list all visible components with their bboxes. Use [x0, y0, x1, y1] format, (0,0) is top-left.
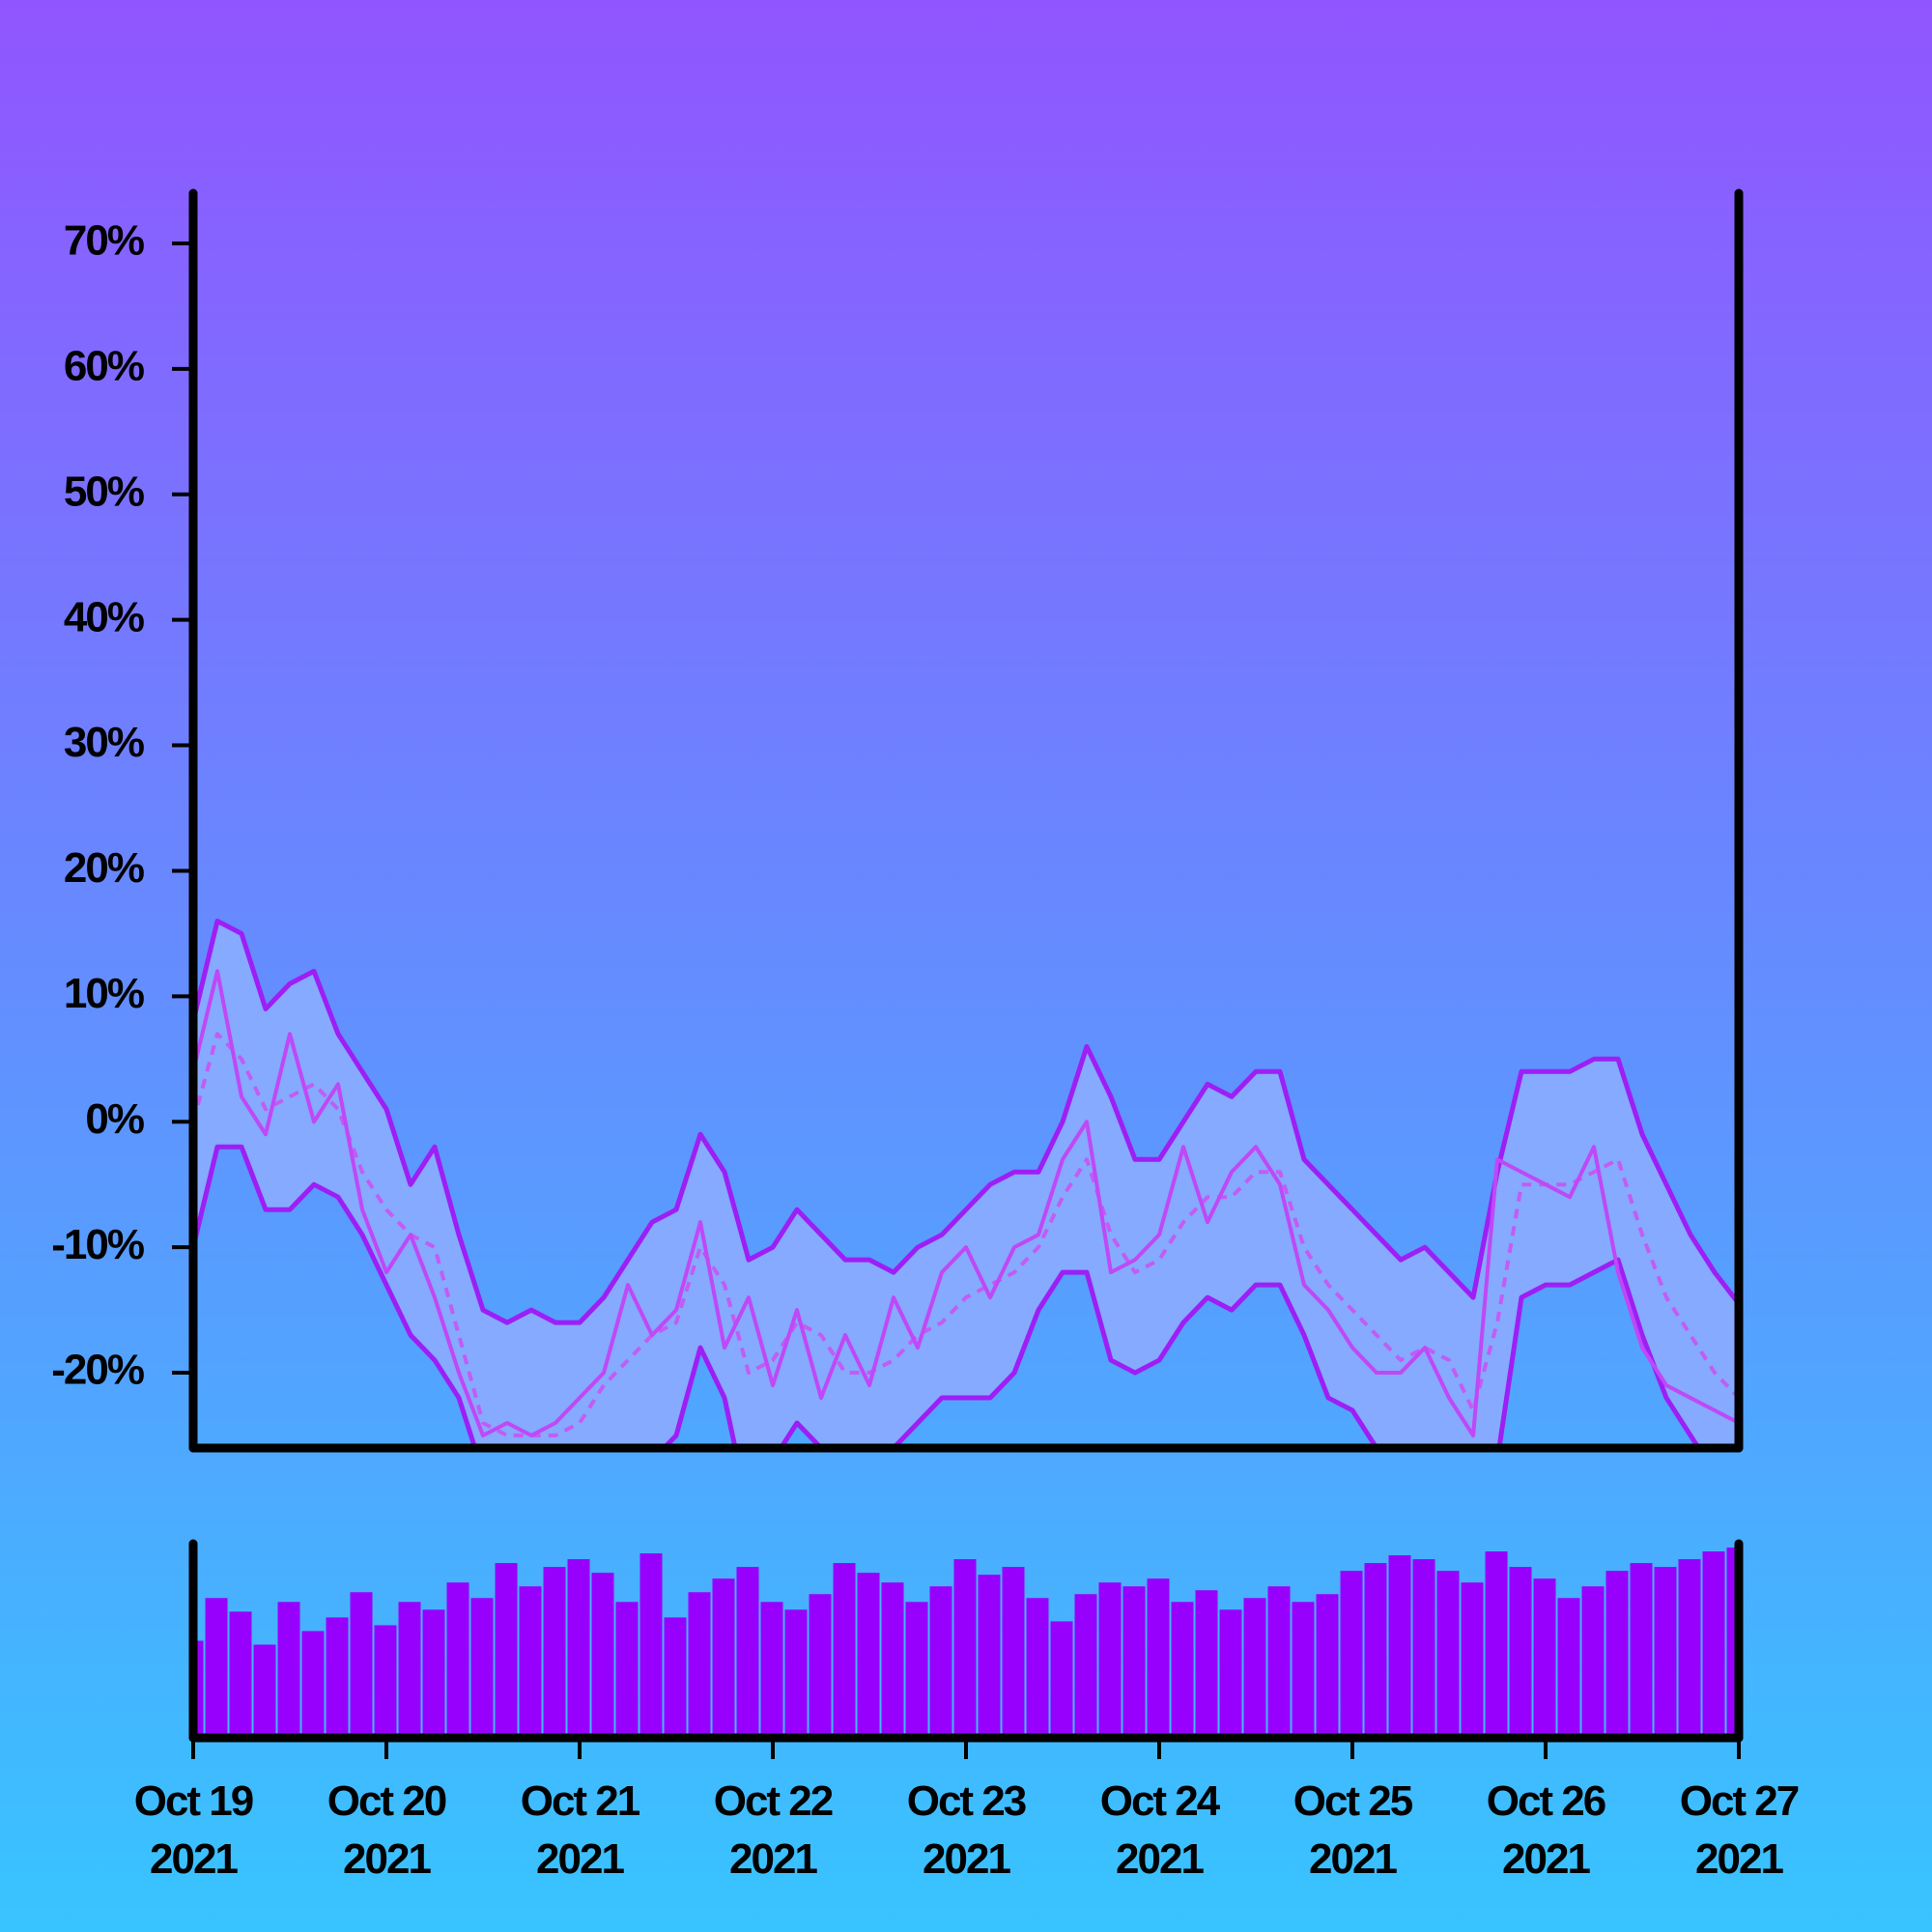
volume-bar — [229, 1611, 252, 1738]
volume-bar — [1461, 1582, 1484, 1738]
price-line — [193, 969, 1739, 1438]
volume-bar — [1219, 1609, 1242, 1738]
volume-bar — [1122, 1586, 1146, 1738]
y-tick-label: 30% — [64, 719, 144, 766]
x-tick-label: Oct 22 2021 — [713, 1777, 835, 1883]
x-tick-label: Oct 27 2021 — [1679, 1777, 1801, 1883]
x-tick-label: Oct 23 2021 — [906, 1777, 1028, 1883]
volume-bar — [519, 1586, 542, 1738]
y-tick-label: 40% — [64, 593, 144, 640]
x-tick-label: Oct 19 2021 — [133, 1777, 255, 1883]
volume-bar — [1605, 1571, 1629, 1738]
x-tick-label: Oct 26 2021 — [1486, 1777, 1607, 1883]
volume-bar — [422, 1609, 445, 1738]
y-tick-label: -20% — [51, 1347, 144, 1394]
volume-bar — [277, 1602, 300, 1738]
volume-bar — [567, 1559, 590, 1738]
volume-bar — [1654, 1567, 1677, 1738]
volume-bar — [446, 1582, 469, 1738]
y-tick-label: 60% — [64, 342, 144, 389]
volume-bar — [1678, 1559, 1701, 1738]
volume-bar — [736, 1567, 759, 1738]
volume-bar — [639, 1553, 663, 1738]
volume-bar — [784, 1609, 808, 1738]
volume-bar — [301, 1631, 325, 1738]
volume-bar — [857, 1573, 880, 1738]
volume-bar — [1412, 1559, 1435, 1738]
volume-bar — [470, 1598, 494, 1738]
volume-bar — [615, 1602, 639, 1738]
volume-bar — [905, 1602, 928, 1738]
volume-bar — [1243, 1598, 1266, 1738]
volume-bar — [1098, 1582, 1122, 1738]
volume-bar — [664, 1617, 687, 1738]
volume-bar — [1702, 1551, 1725, 1738]
volume-bar — [688, 1592, 711, 1738]
volume-bar — [881, 1582, 904, 1738]
volume-bar — [591, 1573, 614, 1738]
volume-bar — [1364, 1563, 1387, 1738]
volume-bar — [253, 1644, 276, 1738]
volume-plot — [193, 1548, 1739, 1738]
volume-bar — [398, 1602, 421, 1738]
x-tick-label: Oct 24 2021 — [1099, 1777, 1221, 1883]
volume-bar — [929, 1586, 952, 1738]
volume-bar — [1026, 1598, 1049, 1738]
band-fill — [193, 921, 1739, 1448]
volume-bar — [1485, 1551, 1508, 1738]
volume-bar — [712, 1578, 735, 1738]
volume-bar — [978, 1575, 1001, 1738]
volume-bar — [1388, 1555, 1411, 1738]
lower-band — [193, 1144, 1702, 1448]
moving-average — [193, 1032, 1739, 1438]
volume-bar — [495, 1563, 518, 1738]
volume-bar — [374, 1625, 397, 1738]
volume-bar — [1509, 1567, 1532, 1738]
volume-bar — [1147, 1578, 1170, 1738]
y-tick-label: 20% — [64, 844, 144, 892]
volume-bar — [760, 1602, 783, 1738]
upper-band — [193, 918, 1739, 1325]
x-tick-label: Oct 20 2021 — [327, 1777, 448, 1883]
volume-bar — [1292, 1602, 1315, 1738]
volume-bar — [1267, 1586, 1291, 1738]
volume-bar — [1316, 1594, 1339, 1738]
volume-bar — [1533, 1578, 1556, 1738]
y-tick-label: 10% — [64, 970, 144, 1017]
volume-bar — [193, 1640, 204, 1738]
volume-bar — [326, 1617, 349, 1738]
volume-bar — [1581, 1586, 1605, 1738]
volume-bar — [205, 1598, 228, 1738]
volume-bar — [953, 1559, 977, 1738]
volume-bar — [1557, 1598, 1580, 1738]
volume-bar — [350, 1592, 373, 1738]
volume-bar — [1171, 1602, 1194, 1738]
volume-bar — [809, 1594, 832, 1738]
volume-bar — [833, 1563, 856, 1738]
x-tick-label: Oct 21 2021 — [520, 1777, 641, 1883]
volume-bar — [1436, 1571, 1460, 1738]
volume-bar — [1074, 1594, 1097, 1738]
volume-bar — [543, 1567, 566, 1738]
volume-bar — [1195, 1590, 1218, 1738]
y-tick-label: 50% — [64, 468, 144, 515]
axes: -20% -10% 0% 10% 20% 30% 40% 50% 60% 70% — [51, 188, 1744, 1759]
volume-bar — [1050, 1621, 1073, 1738]
x-tick-label: Oct 25 2021 — [1293, 1777, 1414, 1883]
y-tick-label: -10% — [51, 1221, 144, 1268]
price-plot — [193, 918, 1739, 1448]
y-tick-label: 70% — [64, 217, 144, 265]
volume-bar — [1630, 1563, 1653, 1738]
y-tick-label: 0% — [85, 1095, 143, 1143]
volume-bar — [1340, 1571, 1363, 1738]
volume-bar — [1002, 1567, 1025, 1738]
